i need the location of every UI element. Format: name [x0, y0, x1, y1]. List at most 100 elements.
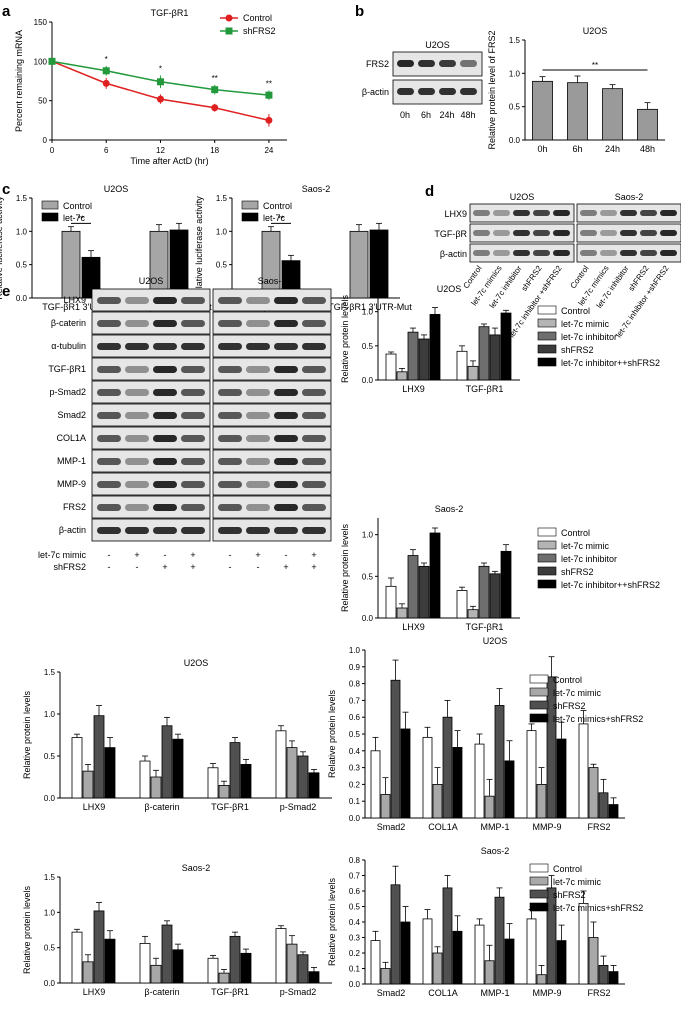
blot-e-band [302, 320, 326, 327]
chart-e5-bar [229, 935, 241, 984]
blot-b-band [439, 60, 456, 67]
chart-e5-bar [275, 928, 287, 984]
chart-e4-bar [380, 794, 391, 819]
chart-c2-xtick-label: TGF-βR1 3'UTR-Mut [328, 302, 412, 312]
chart-b-bar [532, 80, 553, 141]
blot-e-strip [212, 449, 332, 473]
chart-e3-bar [297, 755, 309, 799]
chart-e6-ytick-label: 0.2 [349, 949, 361, 958]
chart-e2-legend-label: let-7c mimic [561, 541, 610, 551]
chart-c2-legend-swatch [241, 200, 259, 210]
chart-e4-ylabel: Relative protein levels [327, 689, 337, 778]
chart-a-point [265, 116, 273, 124]
blot-d-band [600, 230, 617, 236]
chart-e5-bar [150, 964, 162, 984]
chart-a-point [48, 57, 56, 65]
blot-e-condition-sign: - [136, 562, 139, 572]
chart-e6-bar [442, 887, 453, 985]
blot-e-band [246, 366, 270, 373]
blot-e-band [153, 366, 177, 373]
blot-e-band [274, 527, 298, 534]
chart-e2-legend-swatch [537, 540, 557, 550]
chart-e1-title: U2OS [437, 284, 462, 294]
chart-e6-ytick-label: 0.5 [349, 903, 361, 912]
chart-e1-legend-label: Control [561, 306, 590, 316]
chart-e1-legend-swatch [537, 331, 557, 341]
blot-e-strip [212, 426, 332, 450]
chart-b-xtick-label: 0h [537, 144, 547, 154]
chart-e1-ytick-label: 0.0 [362, 376, 374, 385]
chart-e4-bar [400, 728, 411, 819]
chart-c2-ytick-label: 1.0 [216, 227, 228, 236]
chart-e1-bar [407, 331, 419, 381]
chart-c2-ytick-label: 1.5 [216, 194, 228, 203]
chart-e3-bar [93, 715, 105, 799]
chart-c1-sig: ** [78, 214, 84, 223]
chart-e1-legend-swatch [537, 357, 557, 367]
chart-a-sig: ** [266, 79, 272, 88]
chart-a-point [156, 95, 164, 103]
chart-b-xtick-label: 48h [640, 144, 655, 154]
blot-e-band [97, 343, 121, 350]
chart-e2-legend-swatch [537, 527, 557, 537]
blot-e-band [153, 297, 177, 304]
blot-b-band [460, 60, 477, 67]
chart-e4-legend-label: Control [553, 675, 582, 685]
blot-e-band [218, 504, 242, 511]
blot-d-band [580, 210, 597, 216]
chart-a-point [102, 79, 110, 87]
chart-c2-sig: ** [278, 214, 284, 223]
chart-c1-title: U2OS [104, 184, 129, 194]
blot-e-band [274, 412, 298, 419]
blot-e-band [246, 297, 270, 304]
blot-e-band [125, 320, 149, 327]
blot-e-band [246, 435, 270, 442]
chart-e6-bar [474, 924, 485, 985]
blot-e-band [302, 343, 326, 350]
chart-e4-bar [432, 784, 443, 819]
chart-e3-ytick-label: 0.0 [44, 794, 56, 803]
chart-a-point [211, 86, 219, 94]
chart-c2-legend-label: let-7c [263, 213, 286, 223]
chart-e3-bar [229, 742, 241, 799]
chart-e5-bar [308, 971, 320, 984]
chart-e2-legend-label: shFRS2 [561, 567, 594, 577]
blot-e-band [274, 458, 298, 465]
blot-e-band [153, 435, 177, 442]
blot-e-band [153, 527, 177, 534]
chart-e2-bar [456, 590, 468, 619]
chart-e4-bar [484, 795, 495, 819]
chart-a-legend-label: Control [243, 13, 272, 23]
chart-c1-legend-swatch [41, 212, 59, 222]
blot-e-band [274, 297, 298, 304]
blot-e-strip [91, 426, 211, 450]
blot-e-condition-sign: + [311, 562, 316, 572]
chart-e6-ytick-label: 0.8 [349, 856, 361, 865]
blot-e-row-label: MMP-1 [57, 456, 86, 466]
blot-e-band [274, 504, 298, 511]
chart-c1-bar [61, 230, 81, 299]
chart-e2-legend-swatch [537, 553, 557, 563]
chart-e4-bar [442, 716, 453, 819]
chart-e5-bar [161, 924, 173, 984]
chart-e3-ytick-label: 1.5 [44, 668, 56, 677]
chart-e6-xtick-label: FRS2 [587, 988, 610, 998]
chart-e4-ytick-label: 0.8 [349, 680, 361, 689]
blot-e-band [274, 389, 298, 396]
blot-e-band [181, 320, 205, 327]
blot-e-cell-label: Saos-2 [258, 276, 287, 286]
chart-a-ytick-label: 150 [34, 18, 48, 27]
blot-e-band [125, 527, 149, 534]
chart-e4-ytick-label: 0.7 [349, 696, 361, 705]
blot-e-strip [91, 403, 211, 427]
blot-e-strip [91, 380, 211, 404]
blot-d-row-label: TGF-βR [434, 229, 467, 239]
blot-e-row-label: MMP-9 [57, 479, 86, 489]
chart-e2-bar [478, 565, 490, 619]
blot-e-strip [212, 518, 332, 542]
blot-e-band [125, 412, 149, 419]
blot-b-lane-label: 24h [439, 110, 454, 120]
chart-e5-title: Saos-2 [182, 863, 211, 873]
chart-e5-bar [218, 972, 230, 984]
blot-e-band [302, 366, 326, 373]
